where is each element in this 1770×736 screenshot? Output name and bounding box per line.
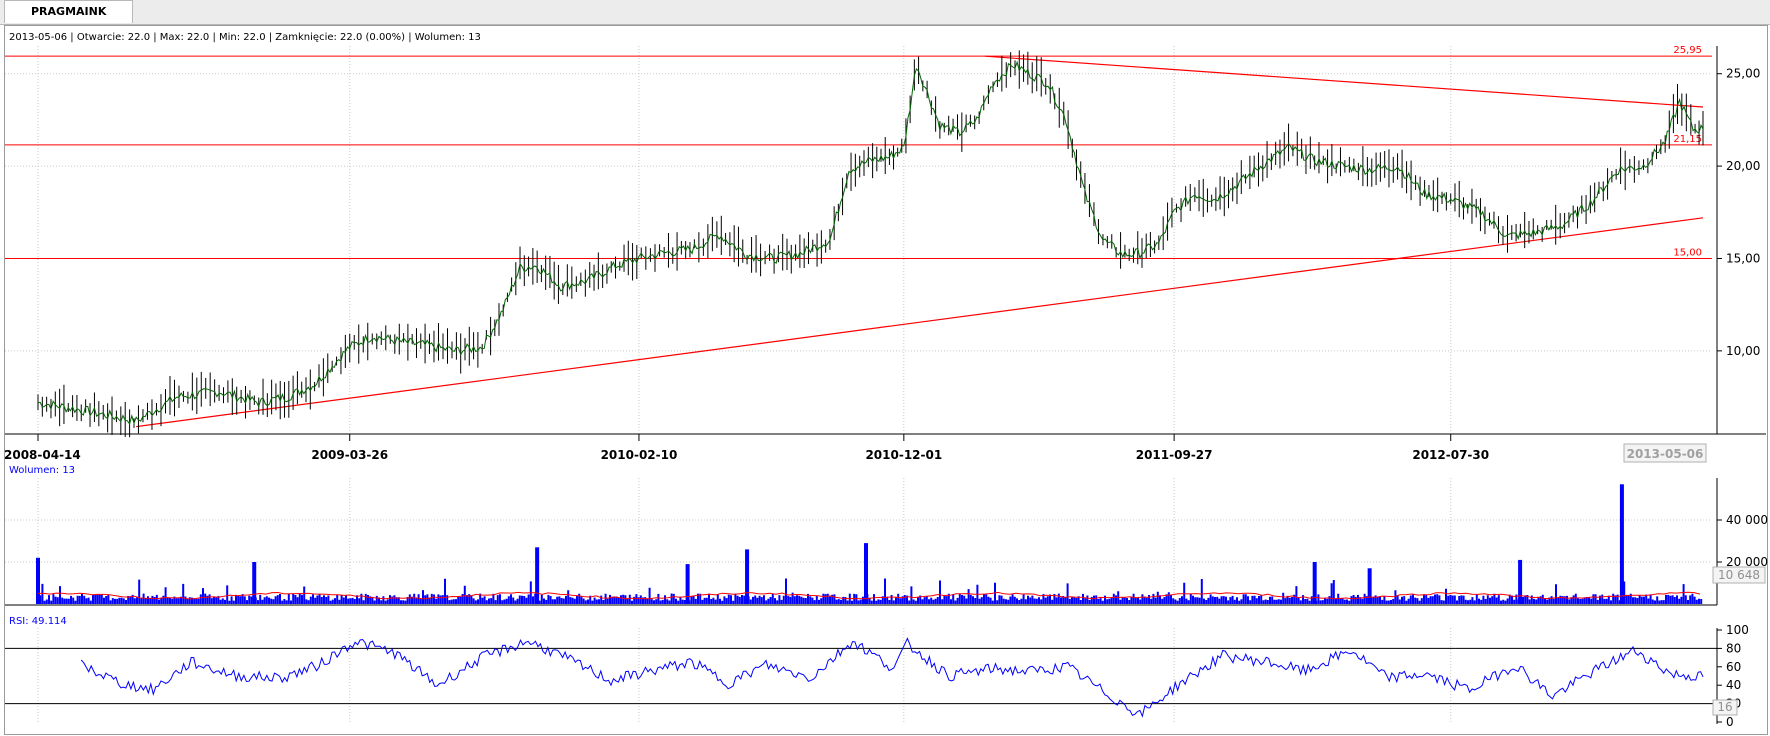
rsi-current-value: 16 bbox=[1717, 700, 1732, 714]
y-tick-label: 20,00 bbox=[1726, 159, 1760, 173]
chart-lines: 25,95 21,15 15,00 bbox=[5, 45, 1712, 428]
y-tick-label: 25,00 bbox=[1726, 67, 1760, 81]
x-tick-label: 2010-02-10 bbox=[601, 448, 678, 462]
axes: 2008-04-14 2009-03-26 2010-02-10 2010-12-01… bbox=[4, 46, 1768, 729]
rsi-chart bbox=[5, 637, 1717, 718]
rsi-y-tick-label: 60 bbox=[1726, 660, 1741, 674]
current-date-label: 2013-05-06 bbox=[1627, 447, 1704, 461]
volume-current-box bbox=[1712, 566, 1766, 584]
rsi-y-tick-label: 100 bbox=[1726, 623, 1749, 637]
y-tick-label: 15,00 bbox=[1726, 251, 1760, 265]
ohlc-info: 2013-05-06 | Otwarcie: 22.0 | Max: 22.0 … bbox=[9, 32, 481, 43]
level-label: 15,00 bbox=[1673, 247, 1702, 258]
x-tick-label: 2011-09-27 bbox=[1136, 448, 1213, 462]
volume-y-tick-label: 20 000 bbox=[1726, 555, 1768, 569]
rsi-y-tick-label: 80 bbox=[1726, 641, 1741, 655]
volume-spike bbox=[685, 564, 690, 604]
trendline bbox=[984, 55, 1704, 108]
volume-chart bbox=[36, 484, 1703, 604]
current-date-box bbox=[1623, 443, 1707, 463]
x-tick-label: 2010-12-01 bbox=[865, 448, 942, 462]
x-tick-label: 2008-04-14 bbox=[4, 448, 81, 462]
volume-y-tick-label: 40 000 bbox=[1726, 513, 1768, 527]
volume-spike bbox=[1619, 484, 1624, 604]
rsi-y-tick-label: 0 bbox=[1726, 715, 1734, 729]
y-tick-label: 10,00 bbox=[1726, 344, 1760, 358]
volume-spike bbox=[1518, 559, 1523, 604]
volume-spike bbox=[863, 543, 868, 604]
gridlines bbox=[5, 46, 1712, 722]
rsi-line bbox=[80, 637, 1704, 718]
x-tick-label: 2009-03-26 bbox=[311, 448, 388, 462]
volume-spike bbox=[1367, 568, 1372, 604]
tab-bar: PRAGMAINK bbox=[0, 0, 1770, 25]
chart-frame bbox=[4, 25, 1768, 735]
tab-pragmaink[interactable]: PRAGMAINK bbox=[4, 0, 134, 23]
volume-ma-line bbox=[38, 591, 1701, 600]
x-tick-label: 2012-07-30 bbox=[1412, 448, 1489, 462]
price-series-line bbox=[37, 60, 1704, 426]
volume-spike bbox=[252, 562, 257, 604]
volume-spike bbox=[1312, 562, 1317, 604]
level-label: 25,95 bbox=[1673, 45, 1702, 56]
volume-current-value: 10 648 bbox=[1718, 568, 1760, 582]
volume-spike bbox=[36, 557, 40, 604]
trendline bbox=[136, 217, 1704, 428]
volume-spike bbox=[535, 547, 540, 604]
volume-spike bbox=[745, 549, 750, 604]
price-chart bbox=[37, 50, 1704, 438]
rsi-current-box bbox=[1712, 699, 1738, 716]
rsi-y-tick-label: 40 bbox=[1726, 678, 1741, 692]
level-label: 21,15 bbox=[1673, 134, 1702, 145]
rsi-title: RSI: 49.114 bbox=[9, 616, 67, 627]
volume-bars bbox=[37, 578, 1703, 604]
volume-title: Wolumen: 13 bbox=[9, 465, 75, 476]
